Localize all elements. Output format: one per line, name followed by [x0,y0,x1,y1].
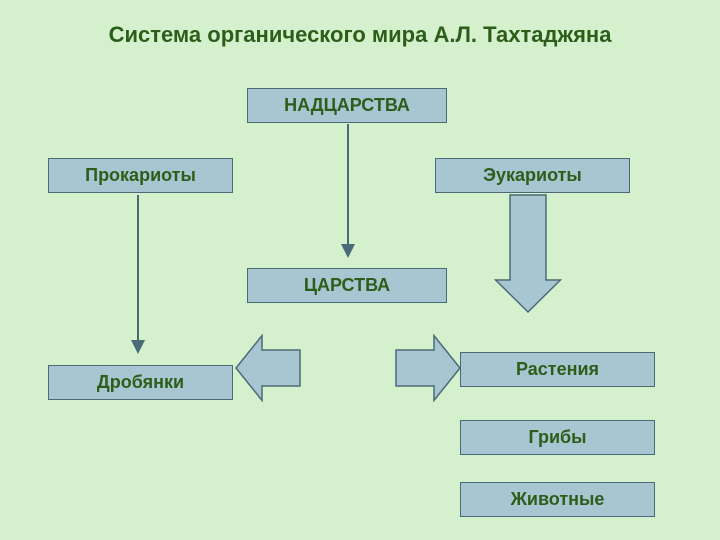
arrow-layer [0,0,720,540]
